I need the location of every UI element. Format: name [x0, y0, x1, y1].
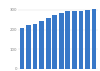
Bar — [85, 10, 90, 69]
Bar — [79, 11, 83, 69]
Bar — [72, 11, 77, 69]
Bar — [20, 28, 24, 69]
Bar — [39, 21, 44, 69]
Bar — [33, 24, 37, 69]
Bar — [66, 11, 70, 69]
Bar — [59, 13, 64, 69]
Bar — [46, 18, 50, 69]
Bar — [52, 15, 57, 69]
Bar — [92, 9, 96, 69]
Bar — [26, 25, 31, 69]
